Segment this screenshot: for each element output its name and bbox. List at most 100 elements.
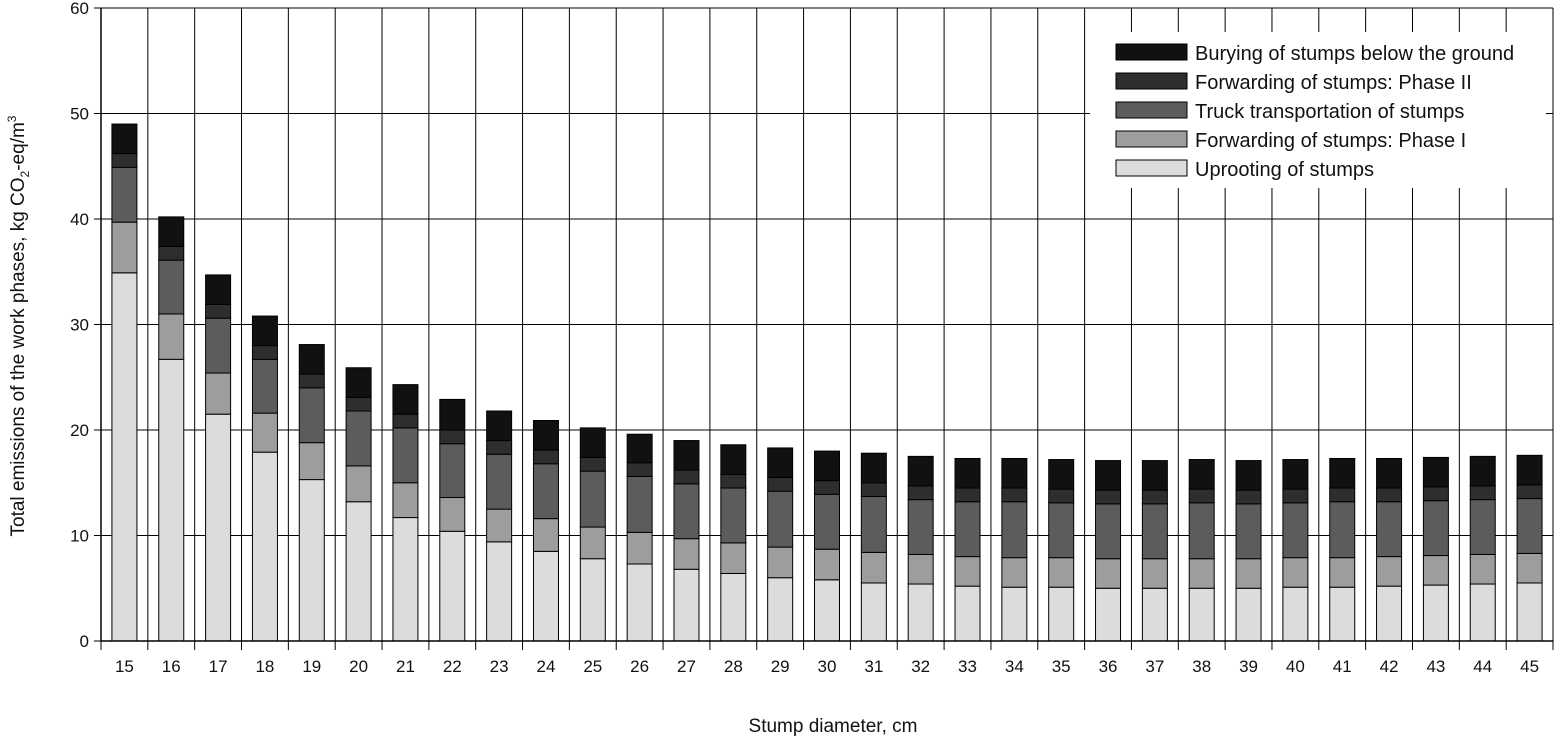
bar-segment-43-s1 [1422,555,1449,586]
bar-segment-32-s0 [907,583,934,642]
bar-segment-15-s2 [111,166,138,223]
y-tick-label: 0 [80,632,89,651]
bar-segment-44-s4 [1469,455,1496,487]
bar-segment-27-s2 [673,483,700,540]
bar-segment-43-s2 [1422,500,1449,557]
bar-segment-31-s0 [860,582,887,642]
legend-label: Uprooting of stumps [1195,159,1374,181]
bar-segment-27-s3 [673,469,700,485]
bar-segment-41-s1 [1329,557,1356,588]
y-tick-label: 20 [70,421,89,440]
grid-lines [101,7,1554,641]
bar-segment-31-s3 [860,482,887,497]
y-axis-title-unit: -eq/m [8,122,29,171]
bar-segment-20-s0 [345,501,372,642]
x-tick-label: 19 [302,657,321,676]
x-tick-label: 23 [490,657,509,676]
bar-segment-16-s1 [158,313,185,360]
bar-segment-33-s0 [954,585,981,642]
bar-segment-41-s4 [1329,457,1356,489]
x-tick-label: 24 [537,657,556,676]
bar-segment-23-s3 [486,440,513,455]
x-tick-label: 41 [1333,657,1352,676]
bar-segment-25-s3 [579,456,606,472]
x-tick-label: 22 [443,657,462,676]
bar-segment-33-s4 [954,457,981,489]
bar-segment-16-s4 [158,216,185,247]
bar-segment-30-s3 [814,480,840,495]
bar-segment-40-s4 [1282,459,1309,490]
bar-segment-20-s3 [345,396,372,412]
bar-segment-36-s1 [1095,558,1122,589]
x-tick-label: 29 [771,657,790,676]
bar-segment-25-s0 [579,558,606,642]
bar-segment-27-s0 [673,568,700,642]
bar-segment-18-s4 [251,315,278,347]
axes [94,7,1554,650]
bar-segment-42-s2 [1376,501,1403,558]
bar-segment-17-s2 [205,317,232,374]
y-axis-title-sup: 3 [5,115,19,122]
bar-segment-36-s0 [1095,587,1122,642]
bar-segment-17-s0 [205,413,232,642]
bar-segment-26-s4 [626,433,653,464]
bar-segment-15-s3 [111,153,138,168]
x-tick-label: 31 [864,657,883,676]
bar-segment-35-s3 [1048,488,1075,504]
bar-segment-28-s3 [720,473,747,489]
x-tick-label: 40 [1286,657,1305,676]
x-tick-label: 35 [1052,657,1071,676]
bar-segment-28-s4 [720,444,747,475]
bar-segment-45-s4 [1516,454,1543,486]
bar-segment-29-s0 [767,577,794,642]
bar-segment-21-s0 [392,517,419,642]
y-tick-label: 60 [70,0,89,18]
bar-segment-25-s4 [579,427,606,458]
bar-segment-43-s0 [1422,584,1449,642]
bar-segment-44-s2 [1469,499,1496,555]
bar-segment-31-s2 [860,495,887,553]
bar-segment-44-s1 [1469,553,1496,585]
bar-segment-32-s3 [907,485,934,501]
bar-segment-20-s4 [345,367,372,398]
x-tick-label: 17 [209,657,228,676]
bar-segment-43-s3 [1422,486,1449,502]
bar-segment-21-s2 [392,427,419,484]
x-tick-label: 20 [349,657,368,676]
x-tick-label: 30 [818,657,837,676]
bar-segment-41-s0 [1329,586,1356,642]
x-tick-label: 44 [1473,657,1492,676]
bar-segment-36-s2 [1095,503,1122,560]
bar-segment-27-s4 [673,440,700,471]
bar-segment-39-s2 [1235,503,1262,560]
y-axis-title: Total emissions of the work phases, kg C… [5,115,32,536]
bar-segment-30-s1 [814,548,840,581]
legend-swatch [1115,101,1188,119]
bar-segment-18-s2 [251,358,278,414]
legend-swatch [1115,72,1188,90]
bar-segment-30-s2 [814,493,840,550]
bar-segment-38-s1 [1188,558,1215,589]
x-tick-label: 34 [1005,657,1024,676]
bar-segment-38-s2 [1188,502,1215,560]
bar-segment-45-s1 [1516,552,1543,584]
y-tick-label: 50 [70,105,89,124]
bar-segment-42-s0 [1376,585,1403,642]
bar-segment-17-s4 [205,274,232,305]
bar-segment-28-s2 [720,487,747,544]
x-tick-label: 36 [1099,657,1118,676]
bar-segment-45-s2 [1516,498,1543,554]
x-tick-label: 42 [1380,657,1399,676]
bar-segment-34-s4 [1001,457,1028,489]
bar-segment-33-s1 [954,556,981,587]
bar-segment-24-s1 [532,518,559,552]
x-axis-title: Stump diameter, cm [749,716,918,737]
legend: Burying of stumps below the ground Forwar… [1090,32,1546,188]
bar-segment-17-s3 [205,303,232,319]
bar-segment-44-s3 [1469,485,1496,501]
bar-segment-38-s3 [1188,488,1215,504]
bar-segment-38-s4 [1188,459,1215,490]
legend-label: Burying of stumps below the ground [1195,43,1514,65]
x-tick-label: 18 [255,657,274,676]
bar-segment-29-s4 [767,447,794,478]
